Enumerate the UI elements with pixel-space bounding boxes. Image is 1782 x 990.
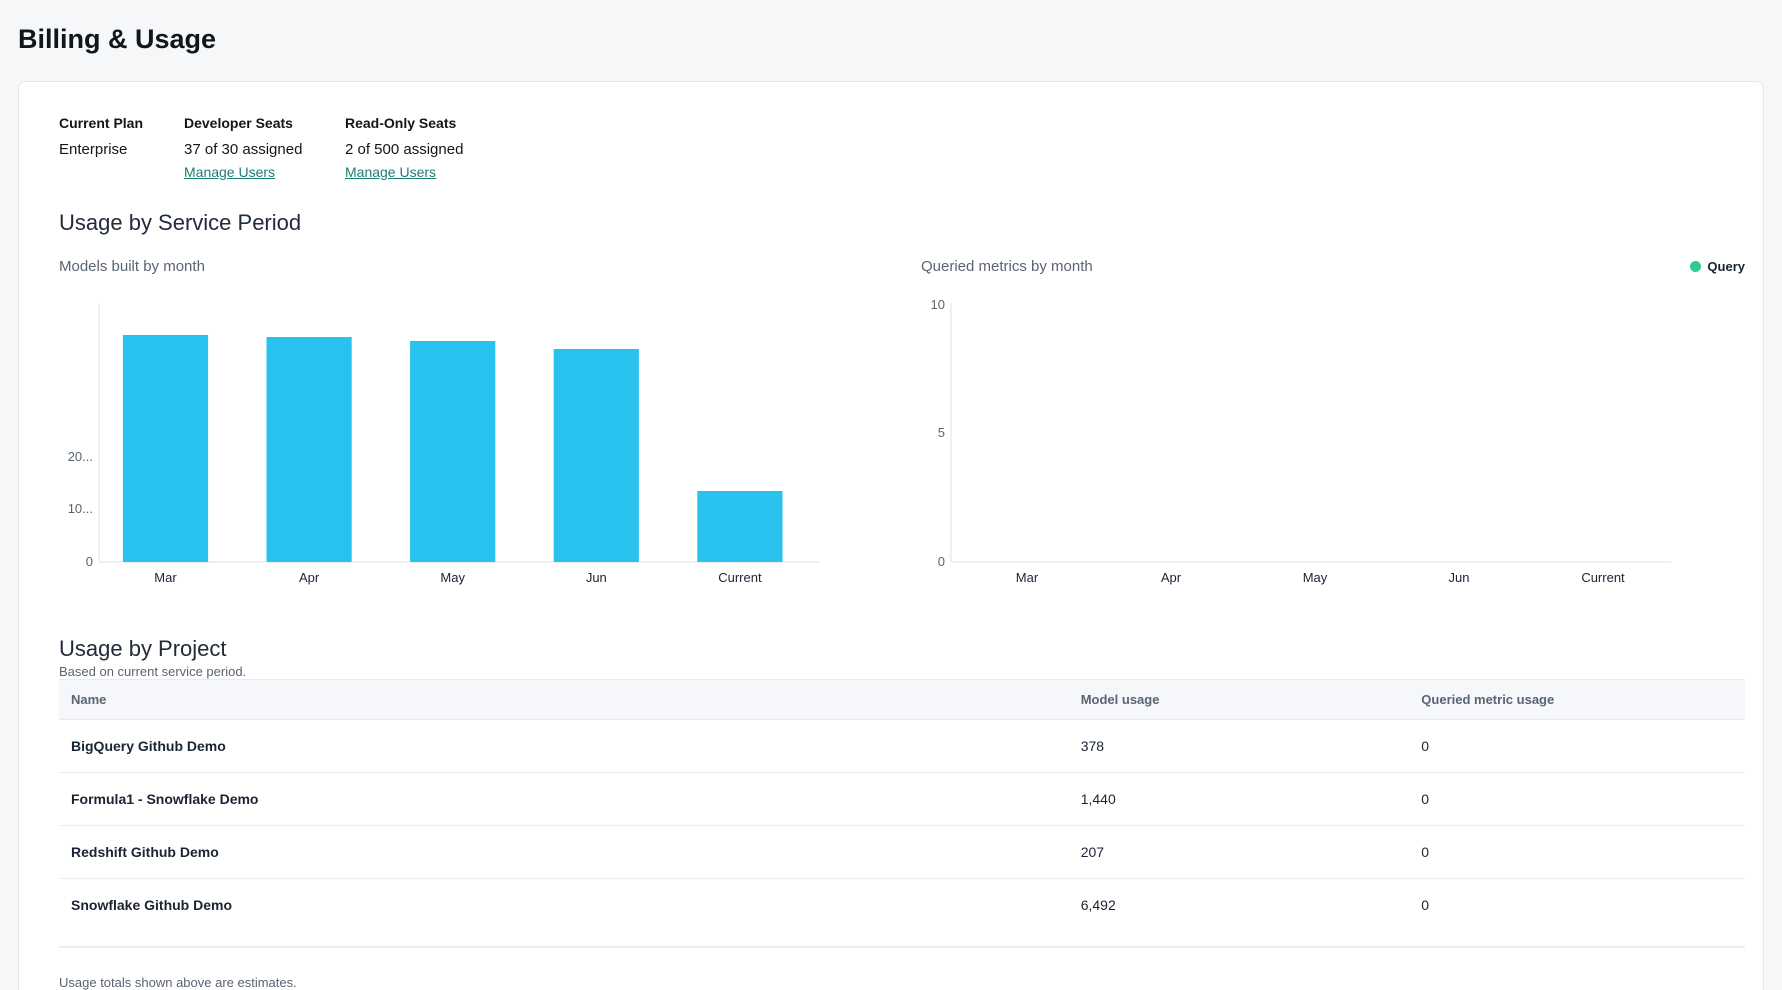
svg-text:10: 10 <box>931 297 945 312</box>
svg-text:Current: Current <box>1581 570 1625 585</box>
svg-text:20...: 20... <box>68 449 93 464</box>
svg-text:Apr: Apr <box>299 570 320 585</box>
svg-text:May: May <box>1303 570 1328 585</box>
svg-text:0: 0 <box>86 554 93 569</box>
svg-text:Mar: Mar <box>1016 570 1039 585</box>
svg-text:5: 5 <box>938 425 945 440</box>
svg-text:Apr: Apr <box>1161 570 1182 585</box>
svg-text:Jun: Jun <box>1449 570 1470 585</box>
svg-text:Current: Current <box>718 570 762 585</box>
svg-text:Mar: Mar <box>154 570 177 585</box>
svg-text:May: May <box>440 570 465 585</box>
svg-text:10...: 10... <box>68 501 93 516</box>
svg-text:Jun: Jun <box>586 570 607 585</box>
svg-text:0: 0 <box>938 554 945 569</box>
